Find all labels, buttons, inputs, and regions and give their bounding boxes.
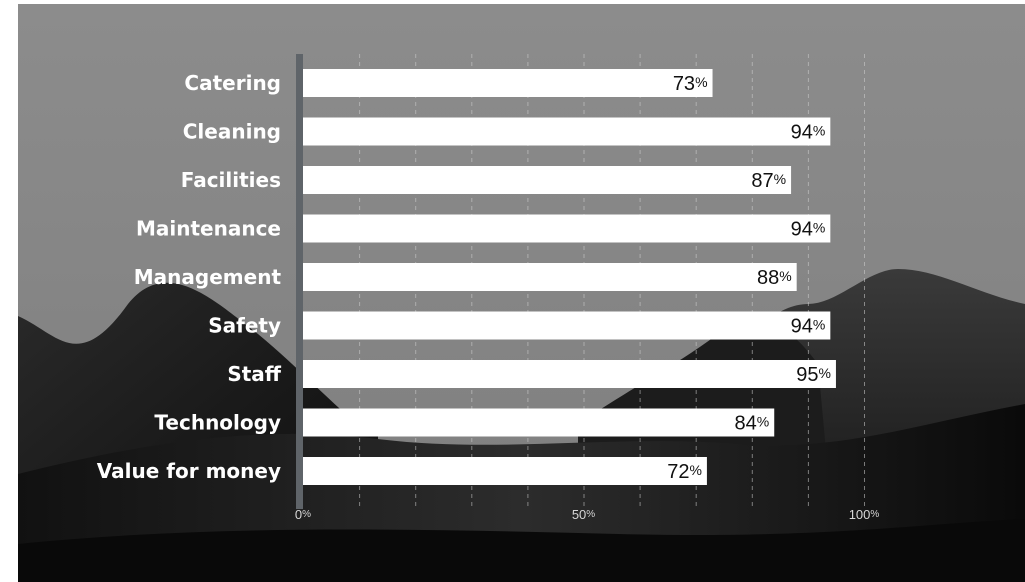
- value-number-3: 94: [791, 219, 813, 241]
- category-label-2: Facilities: [181, 168, 281, 192]
- x-tick-number-2: 100: [849, 507, 871, 522]
- x-tick-number-0: 0: [295, 507, 302, 522]
- value-labels: 73%94%87%94%88%94%95%84%72%: [667, 73, 831, 483]
- x-tick-unit-2: %: [870, 509, 879, 520]
- value-number-6: 95: [796, 364, 818, 386]
- value-number-5: 94: [791, 316, 813, 338]
- value-label-3: 94%: [791, 219, 826, 241]
- value-unit-2: %: [774, 171, 786, 187]
- bars: [303, 69, 836, 485]
- chart-panel: Catering Cleaning Facilities Maintenance Man…: [18, 4, 1025, 582]
- category-label-8: Value for money: [97, 459, 281, 483]
- value-label-0: 73%: [673, 73, 708, 95]
- value-unit-4: %: [779, 268, 791, 284]
- category-label-3: Maintenance: [136, 217, 281, 241]
- value-unit-6: %: [818, 365, 830, 381]
- bar-5: [303, 311, 831, 340]
- value-number-8: 72: [667, 461, 689, 483]
- bar-8: [303, 457, 707, 485]
- category-label-7: Technology: [154, 411, 281, 435]
- background-landscape: [18, 4, 1025, 582]
- value-label-6: 95%: [796, 364, 831, 386]
- value-unit-7: %: [757, 414, 769, 430]
- value-number-1: 94: [791, 122, 813, 144]
- category-label-4: Management: [134, 265, 282, 289]
- bar-6: [303, 360, 836, 388]
- x-tick-unit-1: %: [586, 509, 595, 520]
- value-label-8: 72%: [667, 461, 702, 483]
- value-number-4: 88: [757, 267, 779, 289]
- value-number-0: 73: [673, 73, 695, 95]
- value-unit-0: %: [695, 74, 707, 90]
- value-unit-3: %: [813, 220, 825, 236]
- value-label-2: 87%: [751, 170, 786, 192]
- bar-4: [303, 263, 797, 291]
- value-unit-8: %: [689, 462, 701, 478]
- x-tick-label-0: 0%: [295, 507, 311, 522]
- bar-3: [303, 214, 831, 243]
- category-label-1: Cleaning: [183, 120, 281, 144]
- x-tick-label-1: 50%: [572, 507, 595, 522]
- value-number-7: 84: [735, 413, 757, 435]
- value-label-5: 94%: [791, 316, 826, 338]
- bar-7: [303, 408, 775, 437]
- x-tick-number-1: 50: [572, 507, 586, 522]
- bar-2: [303, 166, 792, 194]
- bar-1: [303, 117, 831, 146]
- value-number-2: 87: [751, 170, 773, 192]
- category-label-5: Safety: [208, 314, 281, 338]
- value-label-1: 94%: [791, 122, 826, 144]
- category-labels: Catering Cleaning Facilities Maintenance Man…: [97, 71, 282, 483]
- x-axis-ticks: 0% 50% 100%: [295, 507, 879, 522]
- bar-chart: Catering Cleaning Facilities Maintenance Man…: [18, 4, 1025, 582]
- x-tick-unit-0: %: [302, 509, 311, 520]
- value-label-7: 84%: [735, 413, 770, 435]
- category-label-0: Catering: [184, 71, 281, 95]
- value-label-4: 88%: [757, 267, 792, 289]
- category-label-6: Staff: [227, 362, 281, 386]
- value-unit-1: %: [813, 123, 825, 139]
- value-unit-5: %: [813, 317, 825, 333]
- y-axis-line: [296, 54, 303, 509]
- x-tick-label-2: 100%: [849, 507, 880, 522]
- bar-0: [303, 69, 713, 97]
